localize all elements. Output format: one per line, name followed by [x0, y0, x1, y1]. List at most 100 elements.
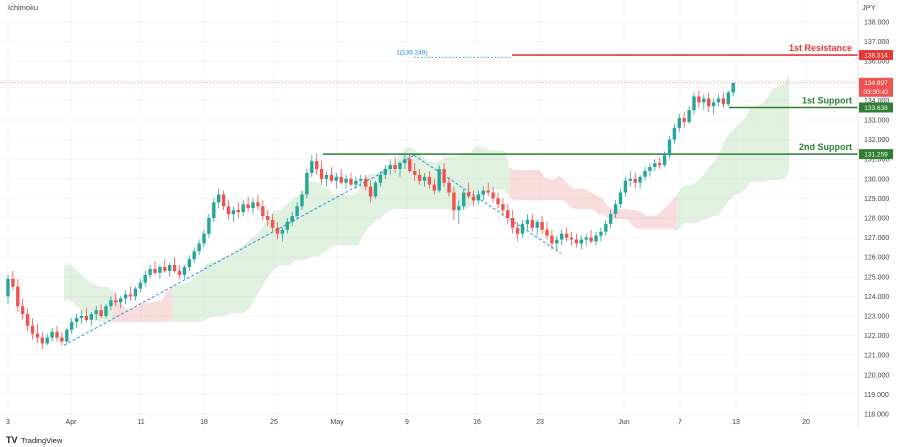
candle-body	[643, 170, 647, 177]
tradingview-logo[interactable]: TV TradingView	[6, 435, 63, 445]
cloud-segment	[132, 306, 138, 322]
cloud-segment	[73, 267, 79, 308]
candle-body	[604, 223, 608, 232]
cloud-segment	[603, 199, 608, 218]
pattern-trend-line	[413, 154, 562, 254]
candle-body	[525, 219, 530, 224]
candle-body	[65, 329, 69, 342]
candle-body	[550, 235, 554, 244]
cloud-segment	[343, 194, 349, 246]
time-tick-label: 20	[802, 419, 810, 426]
cloud-segment	[534, 169, 540, 201]
candle-body	[11, 278, 15, 287]
cloud-segment	[245, 239, 251, 313]
cloud-segment	[333, 193, 339, 246]
candle-body	[74, 317, 79, 322]
level-price-tag	[859, 149, 893, 160]
time-axis[interactable]: 3 Apr 11 18 25 May 9 16 23 Jun 7 13 20	[6, 419, 810, 426]
candle-body	[6, 278, 10, 297]
candle-body	[427, 176, 432, 185]
candle-body	[623, 180, 628, 193]
candle-body	[133, 288, 138, 297]
indicator-label[interactable]: Ichimoku	[8, 3, 38, 12]
candle-body	[560, 233, 564, 240]
candle-body	[60, 337, 64, 342]
candle-body	[368, 186, 373, 197]
price-tags: 136.314 133.638 131.259 134.897 03:30:42	[859, 50, 893, 160]
price-tick-label: 119.000	[864, 392, 889, 399]
candle-body	[251, 202, 255, 209]
current-price-tag	[859, 77, 893, 97]
candle-body	[148, 268, 152, 275]
candle-body	[672, 127, 677, 140]
candle-body	[711, 102, 716, 107]
cloud-segment	[730, 127, 736, 200]
candle-body	[609, 214, 613, 224]
candle-body	[403, 159, 407, 164]
cloud-segment	[656, 211, 662, 229]
price-tick-label: 131.000	[864, 157, 889, 164]
cloud-segment	[240, 243, 246, 314]
cloud-segment	[485, 147, 491, 194]
level-price-tag-text: 133.638	[864, 105, 888, 112]
candle-body	[305, 172, 309, 195]
candle-body	[324, 174, 329, 179]
projection-label: 1(136.249)	[396, 49, 427, 56]
candle-body	[158, 267, 162, 273]
candle-body	[270, 219, 275, 228]
time-tick-label: May	[330, 419, 344, 426]
price-tick-label: 127.000	[864, 235, 889, 242]
cloud-segment	[387, 163, 393, 213]
candle-body	[231, 210, 236, 215]
candle-body	[177, 270, 182, 275]
candle-body	[123, 294, 128, 299]
candle-body	[153, 268, 157, 273]
candle-body	[707, 98, 711, 107]
price-tick-label: 128.000	[864, 216, 889, 223]
candle-body	[716, 98, 721, 103]
candle-body	[535, 221, 539, 228]
time-tick-label: 16	[473, 419, 481, 426]
price-tick-label: 129.000	[864, 196, 889, 203]
cloud-segment	[588, 190, 594, 210]
cloud-segment	[83, 277, 89, 317]
cloud-segment	[632, 210, 638, 229]
candle-body	[128, 294, 133, 297]
candle-body	[721, 98, 726, 105]
price-tick-label: 121.000	[864, 353, 889, 360]
cloud-segment	[157, 300, 162, 322]
candle-body	[726, 92, 730, 105]
cloud-segment	[705, 165, 711, 219]
candle-body	[466, 192, 471, 197]
candle-body	[506, 210, 510, 218]
cloud-segment	[544, 176, 550, 201]
candle-body	[359, 178, 363, 181]
candle-body	[697, 96, 701, 103]
candle-body	[285, 221, 289, 230]
candle-body	[266, 216, 270, 220]
cloud-segment	[260, 222, 265, 291]
candle-body	[334, 176, 338, 181]
candle-body	[50, 331, 54, 338]
price-tick-label: 136.000	[864, 59, 889, 66]
candle-body	[613, 204, 618, 215]
candle-body	[677, 118, 681, 128]
cloud-segment	[686, 184, 692, 223]
candle-body	[515, 227, 520, 234]
cloud-segment	[392, 158, 398, 210]
candle-body	[295, 206, 299, 217]
price-tick-label: 138.000	[864, 20, 889, 27]
candle-body	[447, 182, 451, 193]
level-name-label: 1st Support	[802, 95, 852, 105]
candle-body	[584, 237, 588, 240]
cloud-segment	[181, 282, 187, 322]
level-lines: 1st Resistance 1st Support 2nd Support	[0, 43, 858, 155]
candle-body	[633, 178, 637, 183]
candle-body	[310, 161, 314, 173]
candle-body	[555, 239, 559, 244]
candle-body	[197, 243, 201, 252]
candle-body	[354, 180, 358, 185]
candle-body	[486, 190, 490, 193]
cloud-segment	[166, 286, 172, 322]
